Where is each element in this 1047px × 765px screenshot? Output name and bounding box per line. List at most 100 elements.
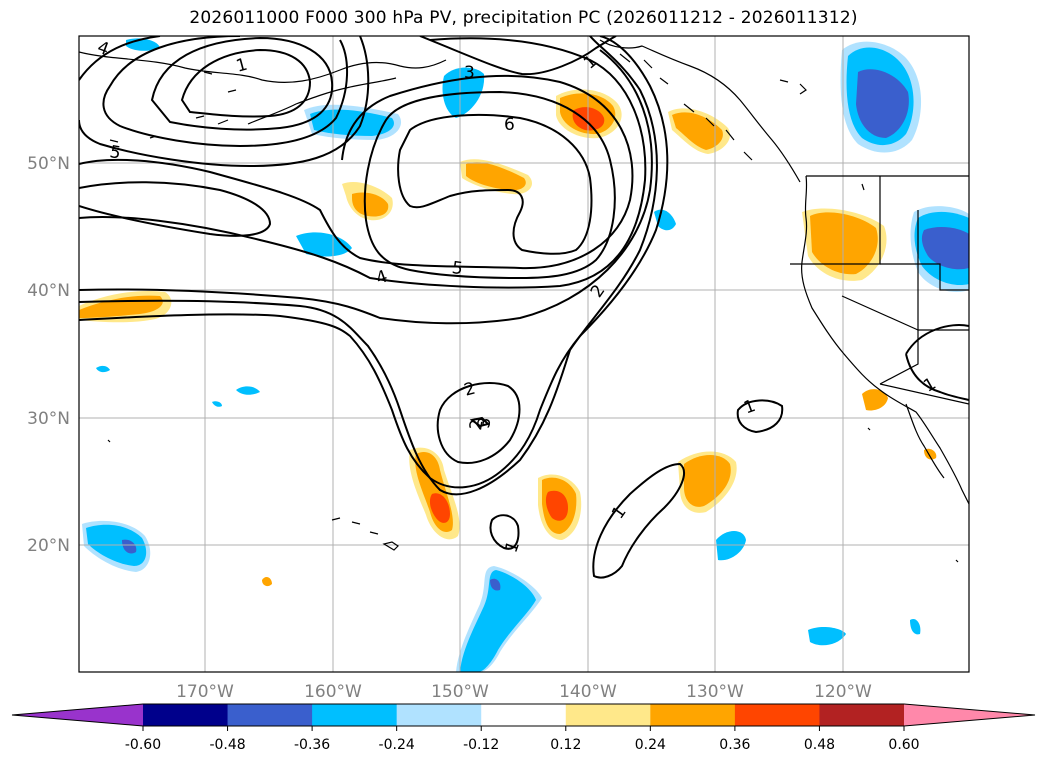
colorbar-segment [650, 704, 736, 726]
colorbar-tick-label: -0.36 [294, 737, 330, 753]
coastline-segment [880, 263, 969, 291]
pv-contour-line [905, 324, 969, 401]
precip-positive-area [466, 162, 526, 191]
colorbar-segment [565, 704, 651, 726]
pv-contour-line [79, 74, 634, 270]
coastline-segment [109, 71, 237, 143]
colorbar-tick-label: 0.48 [804, 737, 835, 753]
pv-contour-line [419, 36, 617, 76]
contour-label: 3 [464, 63, 475, 83]
precip-positive-area [810, 212, 878, 275]
precip-positive-area [684, 455, 731, 507]
contour-label: 3 [474, 416, 496, 430]
pv-contour-line [436, 382, 521, 464]
pv-contour-line [79, 36, 669, 489]
precip-negative-area [921, 227, 969, 270]
pv-contour-line [397, 113, 593, 255]
lat-label-20n: 20°N [27, 536, 70, 556]
colorbar-tick-label: 0.24 [635, 737, 666, 753]
coastline-segment [79, 51, 447, 83]
pv-contour-line [180, 48, 312, 118]
precip-negative-area [856, 69, 909, 138]
lon-label-160w: 160°W [304, 682, 362, 702]
precip-positive-area [352, 192, 389, 217]
precip-positive-area [545, 490, 568, 521]
longitude-labels: 170°W 160°W 150°W 140°W 130°W 120°W [176, 682, 872, 702]
contour-label: 6 [504, 115, 515, 135]
contour-label: 2 [462, 379, 478, 401]
precip-negative-area [310, 109, 394, 136]
pv-contour-line [469, 416, 490, 428]
precip-positive-area [862, 389, 888, 411]
precip-positive-area [262, 577, 272, 587]
lon-label-150w: 150°W [431, 682, 489, 702]
coastline-segment [331, 517, 399, 551]
precip-negative-area [808, 627, 846, 646]
colorbar-segment [227, 704, 313, 726]
colorbar-segment [819, 704, 905, 726]
precip-negative-area [96, 365, 110, 373]
pv-contour-line [79, 36, 658, 496]
pv-contour-line [489, 514, 520, 550]
map-frame [78, 35, 970, 673]
lon-label-130w: 130°W [686, 682, 744, 702]
precip-positive-area [429, 493, 450, 523]
precip-negative-area [910, 618, 921, 635]
colorbar: -0.60 -0.48 -0.36 -0.24 -0.12 0.12 0.24 0.36 0.4… [11, 703, 1036, 753]
pv-contour-line [592, 462, 685, 579]
pv-contours [79, 36, 969, 579]
colorbar-tick-label: 0.12 [550, 737, 581, 753]
colorbar-tick-label: -0.24 [379, 737, 415, 753]
pv-contour-line [79, 49, 653, 325]
precip-negative-area [212, 401, 222, 407]
contour-label: 2 [466, 418, 488, 432]
colorbar-tick-label: -0.60 [125, 737, 161, 753]
colorbar-extend-min [12, 704, 143, 726]
colorbar-segment [396, 704, 482, 726]
graticule [79, 36, 969, 672]
lat-label-40n: 40°N [27, 281, 70, 301]
coastline-segment [599, 39, 801, 183]
lon-label-120w: 120°W [814, 682, 872, 702]
coastlines [79, 39, 969, 563]
figure-title: 2026011000 F000 300 hPa PV, precipitatio… [189, 8, 858, 28]
colorbar-segment [143, 704, 229, 726]
precip-negative-area [460, 570, 536, 672]
lat-label-50n: 50°N [27, 154, 70, 174]
coastline-segment [247, 77, 397, 125]
pv-contour-line [736, 399, 784, 434]
contour-label: 5 [451, 258, 465, 279]
pv-contour-line [79, 36, 370, 168]
colorbar-tick-label: 0.60 [888, 737, 919, 753]
colorbar-tick-label: 0.36 [719, 737, 750, 753]
coastline-segment [801, 175, 969, 505]
lat-label-30n: 30°N [27, 409, 70, 429]
colorbar-segment [312, 704, 398, 726]
coastline-segment [879, 383, 969, 405]
precip-negative-area [716, 531, 746, 561]
colorbar-segment [481, 704, 567, 726]
colorbar-tick-label: -0.48 [209, 737, 245, 753]
coastline-segment [841, 295, 919, 385]
pv-contour-line [102, 36, 348, 148]
coastline-segment [107, 79, 959, 563]
lon-label-170w: 170°W [176, 682, 234, 702]
colorbar-tick-label: -0.12 [463, 737, 499, 753]
precip-negative-area [122, 539, 137, 554]
pv-contour-line [150, 36, 334, 131]
coastline-segment [905, 403, 945, 479]
coastline-segment [619, 53, 753, 161]
latitude-labels: 50°N 40°N 30°N 20°N [27, 154, 70, 556]
colorbar-extend-max [904, 704, 1035, 726]
contour-label: 5 [108, 142, 122, 164]
lon-label-140w: 140°W [559, 682, 617, 702]
precip-negative-area [490, 578, 501, 591]
map-background [79, 36, 969, 672]
contour-label: 1 [234, 55, 250, 77]
pv-contour-line [79, 37, 647, 289]
precip-negative-area [236, 386, 260, 395]
pv-contour-line [363, 90, 616, 280]
colorbar-segment [734, 704, 820, 726]
pv-contour-line [79, 181, 272, 237]
